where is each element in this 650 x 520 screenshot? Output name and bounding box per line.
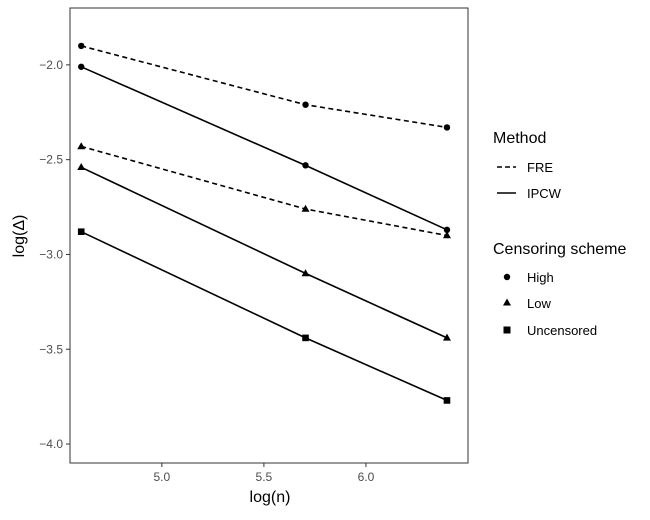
legend-label-high: High [527, 270, 554, 285]
data-point-ipcw-low [301, 269, 310, 277]
x-tick-label: 6.0 [358, 470, 375, 484]
data-point-ipcw-high [443, 226, 451, 234]
x-tick-label: 5.5 [256, 470, 273, 484]
legend-swatch-high [503, 273, 511, 281]
legend-swatch-low [503, 298, 511, 306]
y-tick-label: −4.0 [39, 437, 63, 451]
legend-label-fre: FRE [527, 160, 553, 175]
x-tick-label: 5.0 [154, 470, 171, 484]
data-point-fre-high [78, 42, 85, 50]
y-axis: −2.0 −2.5 −3.0 −3.5 −4.0 [39, 58, 70, 451]
series-line-fre-high [80, 45, 448, 129]
legend-method-title: Method [493, 130, 546, 147]
series-line-ipcw-uncensored [80, 230, 448, 402]
legend-label-uncensored: Uncensored [527, 323, 597, 338]
y-tick-label: −3.5 [39, 342, 63, 356]
y-tick-label: −2.0 [39, 58, 63, 72]
plot-lines [80, 45, 448, 402]
series-line-ipcw-high [80, 66, 448, 231]
data-point-ipcw-uncensored [302, 334, 309, 342]
legend-censoring-title: Censoring scheme [493, 241, 627, 258]
panel-border [69, 7, 469, 464]
data-point-ipcw-low [77, 163, 86, 171]
legend-label-ipcw: IPCW [527, 186, 562, 201]
data-point-fre-low [442, 231, 451, 239]
y-tick-label: −3.0 [39, 247, 63, 261]
data-point-ipcw-high [78, 63, 85, 70]
data-point-fre-high [443, 124, 451, 131]
series-line-fre-low [80, 145, 448, 237]
legend-swatch-uncensored [503, 326, 511, 334]
data-point-ipcw-uncensored [443, 397, 451, 404]
legend-label-low: Low [527, 296, 551, 311]
x-axis: 5.0 5.5 6.0 [154, 463, 375, 484]
series-line-ipcw-low [80, 166, 448, 339]
data-point-fre-low [301, 204, 310, 212]
data-point-ipcw-uncensored [77, 228, 85, 236]
data-point-ipcw-low [442, 333, 451, 341]
y-axis-title: log(Δ) [11, 215, 28, 258]
data-point-fre-low [77, 142, 86, 150]
data-point-ipcw-high [302, 162, 309, 169]
plot-points [77, 42, 451, 404]
legend: Method FRE IPCW Censoring scheme High Lo… [493, 130, 627, 338]
y-tick-label: −2.5 [39, 153, 63, 167]
x-axis-title: log(n) [250, 489, 291, 506]
data-point-fre-high [302, 101, 309, 108]
